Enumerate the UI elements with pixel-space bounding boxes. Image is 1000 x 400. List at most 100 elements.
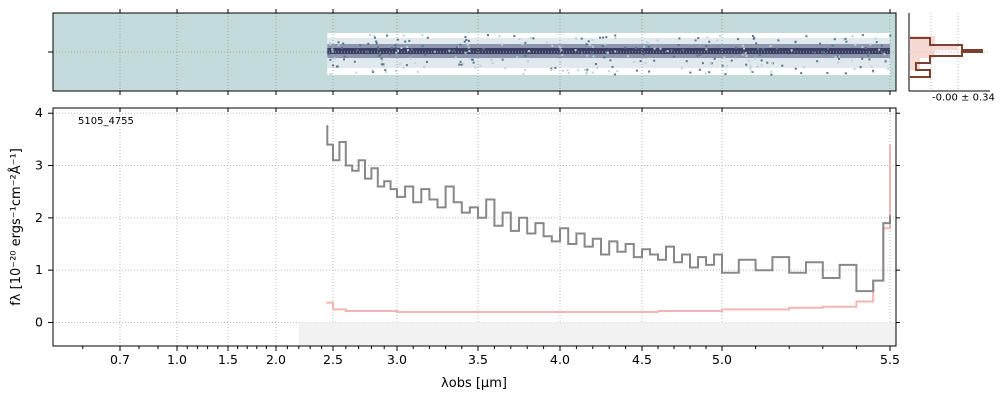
trace-speckle [678,37,681,40]
trace-speckle [685,60,688,63]
y-tick-label: 3 [35,158,43,173]
trace-speckle [384,70,387,73]
zero-band [298,322,896,346]
trace-speckle [340,46,343,49]
trace-speckle [586,54,589,57]
trace-speckle [337,41,340,44]
trace-speckle [826,71,829,74]
trace-speckle [404,40,407,43]
trace-speckle [580,37,583,40]
trace-speckle [753,36,756,39]
trace-speckle [756,65,759,68]
trace-speckle [518,38,521,41]
x-tick-label: 1.0 [167,352,187,367]
x-tick-label: 0.7 [110,352,130,367]
trace-speckle [426,36,429,39]
trace-speckle [889,34,892,37]
trace-core [327,48,890,54]
trace-speckle [551,44,554,47]
trace-speckle [376,46,379,49]
trace-speckle [466,43,469,46]
x-tick-label: 4.0 [550,352,570,367]
x-tick-label: 5.0 [712,352,732,367]
trace-speckle [696,54,699,57]
trace-speckle [850,59,853,62]
trace-speckle [384,68,387,71]
trace-speckle [524,54,527,57]
spectrum-1d-panel: 0.7 1.0 1.5 2.0 2.5 3.0 3.5 4.0 4.5 5.0 5.5 0 1 2 3 4 5… [8,105,900,391]
trace-speckle [716,39,719,42]
spectrum-2d-trace [327,33,892,76]
trace-speckle [872,71,875,74]
trace-speckle [379,53,382,56]
trace-speckle [884,60,887,63]
trace-speckle [554,66,557,69]
trace-speckle [460,63,463,66]
trace-speckle [762,48,765,51]
trace-speckle [561,53,564,56]
trace-speckle [642,53,645,56]
trace-speckle [874,37,877,40]
trace-speckle [604,43,607,46]
trace-speckle [672,55,675,58]
trace-speckle [816,60,819,63]
trace-speckle [813,51,816,54]
trace-speckle [859,66,862,69]
trace-speckle [416,70,419,73]
trace-speckle [705,45,708,48]
trace-speckle [878,48,881,51]
trace-speckle [513,35,516,38]
trace-speckle [522,73,525,76]
trace-speckle [396,38,399,41]
trace-speckle [464,36,467,39]
trace-speckle [864,46,867,49]
trace-speckle [872,69,875,72]
flux-line [326,125,891,293]
trace-speckle [333,57,336,60]
trace-speckle [456,46,459,49]
trace-speckle [382,63,385,66]
y-tick-label: 0 [35,314,43,329]
trace-speckle [378,51,381,54]
trace-speckle [491,62,494,65]
trace-speckle [834,56,837,59]
trace-speckle [422,65,425,68]
trace-speckle [592,55,595,58]
trace-speckle [749,65,752,68]
trace-speckle [633,61,636,64]
histogram-line [910,37,983,78]
trace-speckle [824,52,827,55]
trace-speckle [373,36,376,39]
trace-speckle [335,65,338,68]
trace-speckle [745,63,748,66]
trace-speckle [342,58,345,61]
trace-speckle [609,59,612,62]
trace-speckle [730,59,733,62]
trace-speckle [721,64,724,67]
trace-speckle [550,67,553,70]
trace-speckle [454,56,457,59]
trace-speckle [329,58,332,61]
trace-speckle [516,56,519,59]
spectrum-2d-panel [48,9,897,95]
trace-speckle [472,61,475,64]
trace-speckle [755,42,758,45]
trace-speckle [677,44,680,47]
trace-speckle [867,51,870,54]
trace-speckle [394,44,397,47]
trace-speckle [386,34,389,37]
trace-speckle [337,44,340,47]
trace-speckle [666,50,669,53]
trace-speckle [594,63,597,66]
trace-speckle [771,62,774,65]
trace-speckle [747,59,750,62]
trace-speckle [343,55,346,58]
object-id-label: 5105_4755 [78,116,134,127]
trace-speckle [719,34,722,37]
trace-speckle [775,47,778,50]
trace-speckle [359,44,362,47]
trace-speckle [397,49,400,52]
trace-speckle [331,48,334,51]
trace-speckle [377,48,380,51]
